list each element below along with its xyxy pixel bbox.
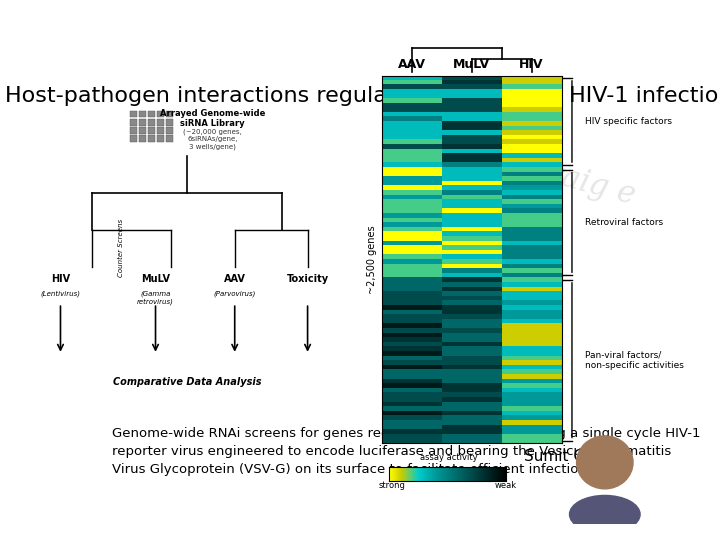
- Text: (Lentivirus): (Lentivirus): [40, 291, 81, 297]
- Text: strong: strong: [379, 481, 406, 490]
- Text: Counter Screens: Counter Screens: [117, 219, 124, 277]
- Text: MuLV: MuLV: [141, 274, 170, 284]
- Bar: [148, 135, 155, 141]
- Bar: [166, 111, 173, 118]
- Text: Retroviral factors: Retroviral factors: [585, 218, 663, 227]
- Text: Sumit Chanda: Sumit Chanda: [524, 449, 632, 464]
- Bar: [148, 119, 155, 125]
- Text: Kraig e: Kraig e: [523, 152, 639, 211]
- Bar: [130, 111, 137, 118]
- Bar: [139, 127, 146, 133]
- Bar: [166, 119, 173, 125]
- Text: (Gamma
retrovirus): (Gamma retrovirus): [137, 291, 174, 305]
- Circle shape: [577, 436, 633, 489]
- Ellipse shape: [570, 496, 640, 534]
- Bar: [148, 127, 155, 133]
- Text: AAV: AAV: [224, 274, 246, 284]
- Text: Comparative Data Analysis: Comparative Data Analysis: [113, 377, 261, 387]
- Text: HIV: HIV: [51, 274, 70, 284]
- Bar: [157, 127, 163, 133]
- Bar: [130, 135, 137, 141]
- Y-axis label: ~2,500 genes: ~2,500 genes: [367, 225, 377, 294]
- Bar: [166, 127, 173, 133]
- Text: assay activity: assay activity: [420, 453, 478, 462]
- Text: Toxicity: Toxicity: [287, 274, 328, 284]
- Bar: [148, 111, 155, 118]
- Text: (~20,000 genes,
6siRNAs/gene,
3 wells/gene): (~20,000 genes, 6siRNAs/gene, 3 wells/ge…: [183, 129, 242, 150]
- Bar: [130, 119, 137, 125]
- Bar: [157, 111, 163, 118]
- Text: Arrayed Genome-wide
siRNA Library: Arrayed Genome-wide siRNA Library: [160, 109, 265, 128]
- Bar: [157, 135, 163, 141]
- Text: weak: weak: [495, 481, 517, 490]
- Text: Genome-wide RNAi screens for genes required for infection utilizing a single cyc: Genome-wide RNAi screens for genes requi…: [112, 427, 701, 476]
- Bar: [139, 111, 146, 118]
- Bar: [157, 119, 163, 125]
- Bar: [166, 135, 173, 141]
- Bar: [139, 119, 146, 125]
- Text: (Parvovirus): (Parvovirus): [214, 291, 256, 297]
- Text: Pan-viral factors/
non-specific activities: Pan-viral factors/ non-specific activiti…: [585, 350, 684, 370]
- Bar: [139, 135, 146, 141]
- Text: HIV specific factors: HIV specific factors: [585, 117, 672, 126]
- Bar: [130, 127, 137, 133]
- Text: Host-pathogen interactions regulating early stage HIV-1 infection: Host-pathogen interactions regulating ea…: [5, 85, 720, 106]
